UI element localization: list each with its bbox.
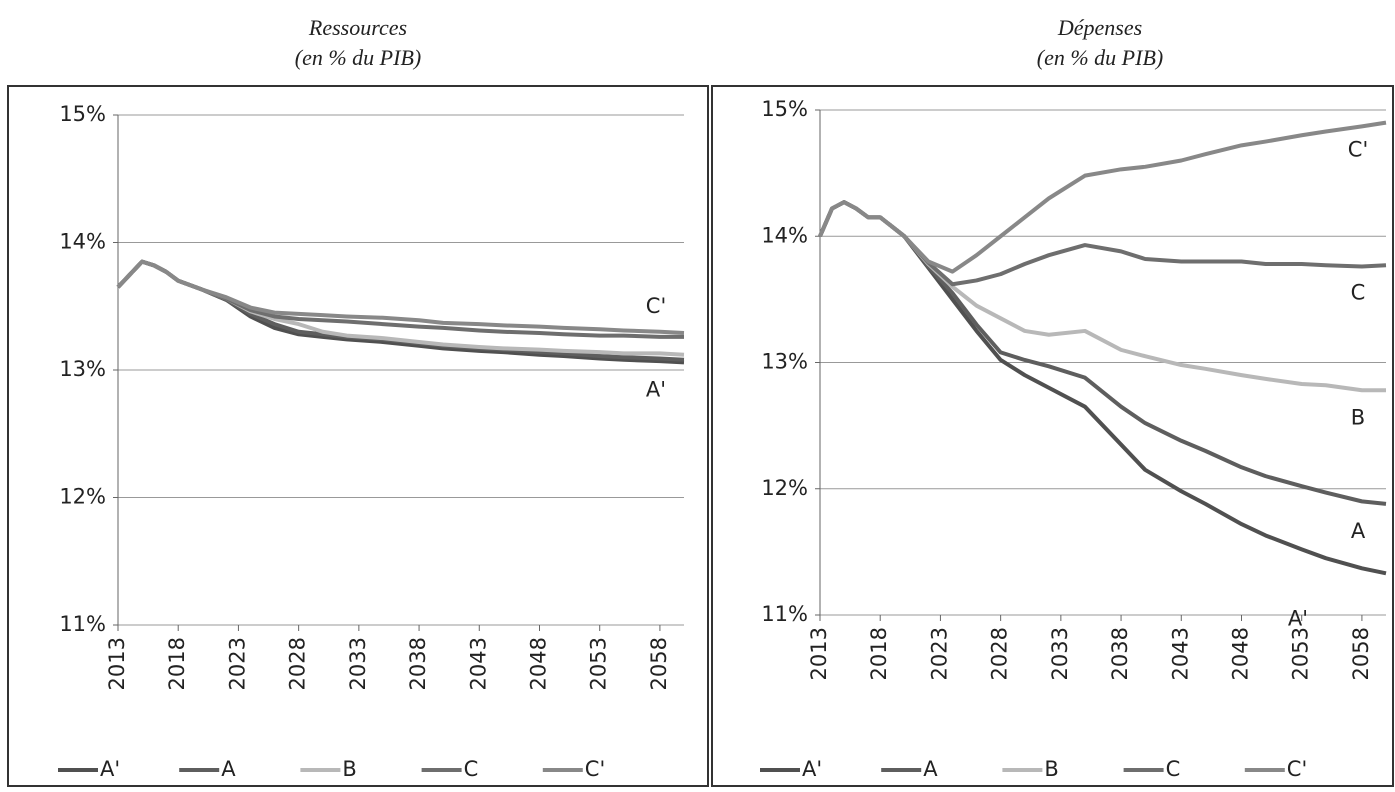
y-tick-label: 11% [59, 612, 106, 636]
legend-label: A' [802, 757, 822, 781]
x-tick-label: 2038 [406, 637, 430, 690]
y-tick-label: 11% [761, 602, 808, 626]
legend-label: B [1044, 757, 1058, 781]
legend-label: A [923, 757, 938, 781]
legend-label: A' [100, 757, 120, 781]
series-line [818, 200, 1387, 576]
legend-label: C' [1287, 757, 1307, 781]
x-tick-label: 2043 [1168, 627, 1192, 680]
y-tick-label: 12% [761, 476, 808, 500]
x-tick-label: 2058 [647, 637, 671, 690]
annotation: C' [1348, 138, 1368, 162]
x-tick-label: 2028 [286, 637, 310, 690]
annotation: A' [646, 377, 666, 401]
legend-label: C [464, 757, 479, 781]
series-line [116, 259, 684, 339]
x-tick-label: 2018 [867, 627, 891, 680]
x-tick-label: 2028 [988, 627, 1012, 680]
x-tick-label: 2053 [1289, 627, 1313, 680]
chart-title: Ressources [308, 15, 407, 40]
chart-title: Dépenses [1057, 15, 1142, 40]
legend-label: C' [585, 757, 605, 781]
y-tick-label: 15% [761, 97, 808, 121]
x-tick-label: 2023 [927, 627, 951, 680]
y-tick-label: 15% [59, 102, 106, 126]
series-line [818, 200, 1387, 287]
panel-frame [7, 85, 709, 787]
x-tick-label: 2013 [807, 627, 831, 680]
legend-label: B [342, 757, 356, 781]
panel-frame [711, 85, 1394, 787]
x-tick-label: 2048 [1228, 627, 1252, 680]
x-tick-label: 2043 [466, 637, 490, 690]
x-tick-label: 2048 [526, 637, 550, 690]
x-tick-label: 2033 [346, 637, 370, 690]
x-tick-label: 2023 [225, 637, 249, 690]
y-tick-label: 14% [59, 230, 106, 254]
chart-subtitle: (en % du PIB) [295, 45, 421, 70]
x-tick-label: 2053 [587, 637, 611, 690]
x-tick-label: 2013 [105, 637, 129, 690]
series-line [116, 259, 685, 336]
x-tick-label: 2033 [1048, 627, 1072, 680]
x-tick-label: 2038 [1108, 627, 1132, 680]
annotation: A' [1288, 606, 1308, 630]
annotation: A [1351, 519, 1366, 543]
y-tick-label: 12% [59, 485, 106, 509]
series-line [818, 120, 1387, 274]
x-tick-label: 2058 [1349, 627, 1373, 680]
y-tick-label: 14% [761, 223, 808, 247]
series-line [116, 259, 685, 357]
y-tick-label: 13% [59, 357, 106, 381]
legend-label: A [221, 757, 236, 781]
y-tick-label: 13% [761, 350, 808, 374]
x-tick-label: 2018 [165, 637, 189, 690]
legend-label: C [1166, 757, 1181, 781]
annotation: C' [646, 294, 666, 318]
annotation: B [1351, 405, 1365, 429]
annotation: C [1351, 280, 1366, 304]
series-line [116, 259, 685, 365]
chart-subtitle: (en % du PIB) [1037, 45, 1163, 70]
